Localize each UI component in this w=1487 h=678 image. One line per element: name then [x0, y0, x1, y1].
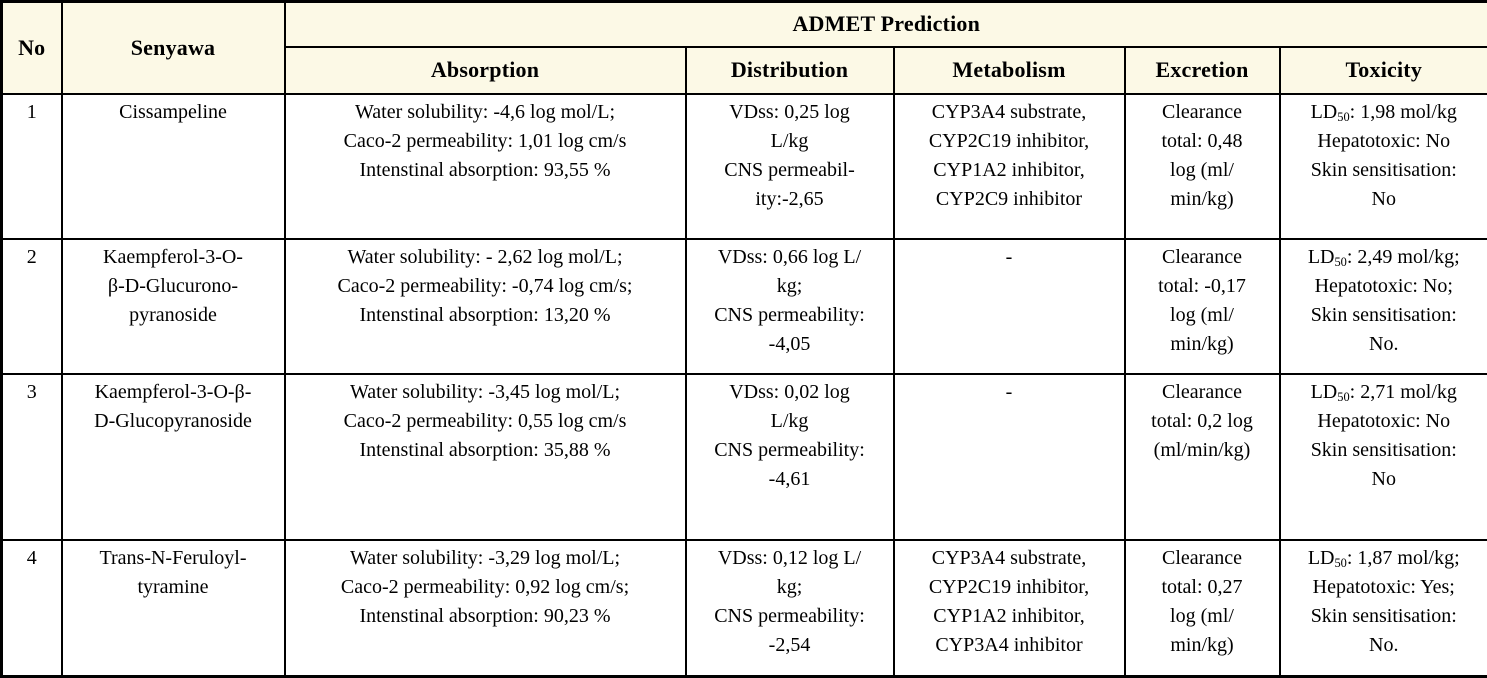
ld50-value: : 1,87 mol/kg; — [1347, 547, 1460, 569]
ld50-label: LD — [1308, 547, 1335, 569]
toxicity-rest: Hepatotoxic: Yes; Skin sensitisation: No… — [1284, 573, 1485, 660]
ld50-value: : 1,98 mol/kg — [1350, 101, 1457, 123]
cell-distribution: VDss: 0,25 log L/kg CNS permeabil- ity:-… — [686, 94, 894, 239]
cell-excretion: Clearance total: 0,48 log (ml/ min/kg) — [1125, 94, 1280, 239]
table-row: 3 Kaempferol-3-O-β- D-Glucopyranoside Wa… — [2, 374, 1487, 540]
cell-absorption: Water solubility: -3,45 log mol/L; Caco-… — [285, 374, 686, 540]
cell-metabolism: - — [894, 239, 1125, 374]
cell-toxicity: LD50: 2,71 mol/kg Hepatotoxic: No Skin se… — [1280, 374, 1487, 540]
header-toxicity: Toxicity — [1280, 47, 1487, 94]
ld50-label: LD — [1311, 101, 1338, 123]
cell-absorption: Water solubility: - 2,62 log mol/L; Caco… — [285, 239, 686, 374]
toxicity-rest: Hepatotoxic: No Skin sensitisation: No — [1284, 407, 1485, 494]
cell-metabolism: CYP3A4 substrate, CYP2C19 inhibitor, CYP… — [894, 94, 1125, 239]
ld50-value: : 2,49 mol/kg; — [1347, 246, 1460, 268]
ld50-subscript: 50 — [1334, 255, 1346, 269]
cell-senyawa: Cissampeline — [62, 94, 285, 239]
cell-excretion: Clearance total: -0,17 log (ml/ min/kg) — [1125, 239, 1280, 374]
table-header: No Senyawa ADMET Prediction Absorption D… — [2, 2, 1487, 94]
cell-absorption: Water solubility: -4,6 log mol/L; Caco-2… — [285, 94, 686, 239]
cell-distribution: VDss: 0,66 log L/ kg; CNS permeability: … — [686, 239, 894, 374]
header-absorption: Absorption — [285, 47, 686, 94]
cell-distribution: VDss: 0,02 log L/kg CNS permeability: -4… — [686, 374, 894, 540]
ld50-value: : 2,71 mol/kg — [1350, 381, 1457, 403]
cell-toxicity: LD50: 1,98 mol/kg Hepatotoxic: No Skin se… — [1280, 94, 1487, 239]
ld50-subscript: 50 — [1334, 556, 1346, 570]
cell-excretion: Clearance total: 0,27 log (ml/ min/kg) — [1125, 540, 1280, 677]
header-excretion: Excretion — [1125, 47, 1280, 94]
cell-metabolism: CYP3A4 substrate, CYP2C19 inhibitor, CYP… — [894, 540, 1125, 677]
ld50-subscript: 50 — [1337, 110, 1349, 124]
ld50-subscript: 50 — [1337, 390, 1349, 404]
table-row: 2 Kaempferol-3-O- β-D-Glucurono- pyranos… — [2, 239, 1487, 374]
toxicity-rest: Hepatotoxic: No; Skin sensitisation: No. — [1284, 272, 1485, 359]
header-admet-prediction: ADMET Prediction — [285, 2, 1487, 47]
cell-no: 3 — [2, 374, 62, 540]
header-row-top: No Senyawa ADMET Prediction — [2, 2, 1487, 47]
cell-toxicity: LD50: 1,87 mol/kg; Hepatotoxic: Yes; Skin… — [1280, 540, 1487, 677]
header-distribution: Distribution — [686, 47, 894, 94]
cell-toxicity: LD50: 2,49 mol/kg; Hepatotoxic: No; Skin … — [1280, 239, 1487, 374]
cell-senyawa: Kaempferol-3-O- β-D-Glucurono- pyranosid… — [62, 239, 285, 374]
cell-excretion: Clearance total: 0,2 log (ml/min/kg) — [1125, 374, 1280, 540]
header-senyawa: Senyawa — [62, 2, 285, 94]
table-body: 1 Cissampeline Water solubility: -4,6 lo… — [2, 94, 1487, 677]
cell-distribution: VDss: 0,12 log L/ kg; CNS permeability: … — [686, 540, 894, 677]
ld50-label: LD — [1308, 246, 1335, 268]
header-no: No — [2, 2, 62, 94]
cell-senyawa: Trans-N-Feruloyl- tyramine — [62, 540, 285, 677]
cell-senyawa: Kaempferol-3-O-β- D-Glucopyranoside — [62, 374, 285, 540]
table-row: 1 Cissampeline Water solubility: -4,6 lo… — [2, 94, 1487, 239]
cell-no: 2 — [2, 239, 62, 374]
table-row: 4 Trans-N-Feruloyl- tyramine Water solub… — [2, 540, 1487, 677]
cell-absorption: Water solubility: -3,29 log mol/L; Caco-… — [285, 540, 686, 677]
cell-no: 1 — [2, 94, 62, 239]
header-metabolism: Metabolism — [894, 47, 1125, 94]
ld50-label: LD — [1311, 381, 1338, 403]
cell-no: 4 — [2, 540, 62, 677]
cell-metabolism: - — [894, 374, 1125, 540]
toxicity-rest: Hepatotoxic: No Skin sensitisation: No — [1284, 127, 1485, 214]
